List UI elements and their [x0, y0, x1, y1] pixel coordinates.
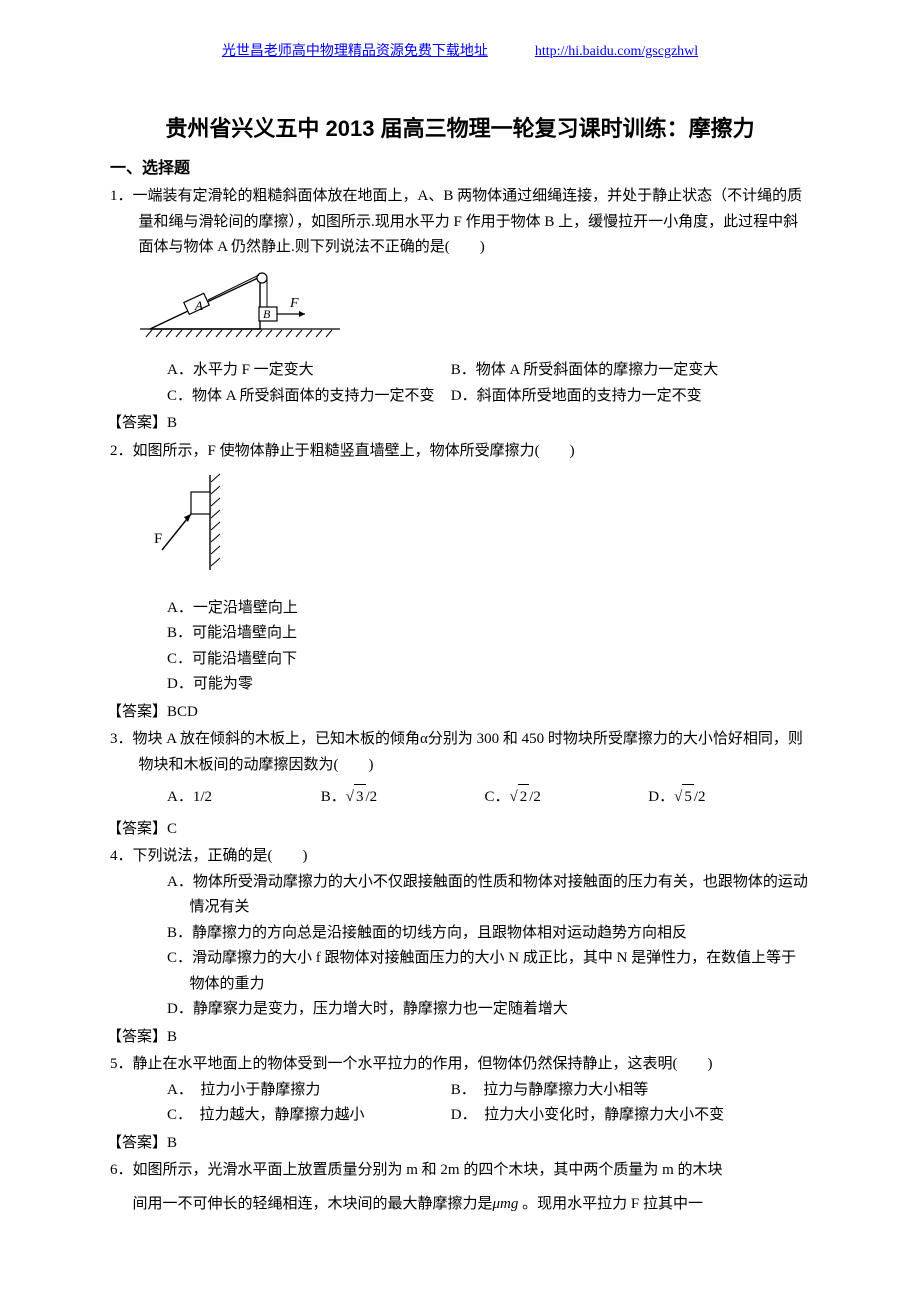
question-4: 4．下列说法，正确的是( ) A．物体所受滑动摩擦力的大小不仅跟接触面的性质和物… [110, 844, 810, 1023]
q4-optB: B．静摩擦力的方向总是沿接触面的切线方向，且跟物体相对运动趋势方向相反 [110, 921, 810, 947]
q1-optC: C．物体 A 所受斜面体的支持力一定不变 [167, 384, 447, 410]
q1-options-row2: C．物体 A 所受斜面体的支持力一定不变 D．斜面体所受地面的支持力一定不变 [110, 384, 810, 410]
q3-optC: C．√2/2 [485, 784, 645, 811]
header-link-1[interactable]: 光世昌老师高中物理精品资源免费下载地址 [222, 44, 488, 59]
q5-optD: D． 拉力大小变化时，静摩擦力大小不变 [451, 1103, 724, 1129]
q1-optA: A．水平力 F 一定变大 [167, 358, 447, 384]
q3-optB: B．√3/2 [321, 784, 481, 811]
question-2: 2．如图所示，F 使物体静止于粗糙竖直墙壁上，物体所受摩擦力( ) F A． [110, 439, 810, 698]
q1-options-row1: A．水平力 F 一定变大 B．物体 A 所受斜面体的摩擦力一定变大 [110, 358, 810, 384]
q2-diagram: F [140, 470, 810, 590]
q5-optC: C． 拉力越大，静摩擦力越小 [167, 1103, 447, 1129]
q5-answer: 【答案】B [107, 1131, 810, 1157]
q4-answer: 【答案】B [107, 1025, 810, 1051]
question-1: 1．一端装有定滑轮的粗糙斜面体放在地面上，A、B 两物体通过细绳连接，并处于静止… [110, 184, 810, 409]
question-3: 3．物块 A 放在倾斜的木板上，已知木板的倾角α分别为 300 和 450 时物… [110, 727, 810, 811]
q3-optA: A．1/2 [167, 785, 317, 811]
header-links: 光世昌老师高中物理精品资源免费下载地址 http://hi.baidu.com/… [110, 40, 810, 64]
q6-stem-p1: 6．如图所示，光滑水平面上放置质量分别为 m 和 2m 的四个木块，其中两个质量… [110, 1158, 810, 1184]
q5-stem: 5．静止在水平地面上的物体受到一个水平拉力的作用，但物体仍然保持静止，这表明( … [110, 1052, 810, 1078]
q1-diagram: A B F [140, 267, 810, 353]
q4-optC: C．滑动摩擦力的大小 f 跟物体对接触面压力的大小 N 成正比，其中 N 是弹性… [110, 946, 810, 997]
q2-optD: D．可能为零 [110, 672, 810, 698]
q1-answer: 【答案】B [107, 411, 810, 437]
question-6: 6．如图所示，光滑水平面上放置质量分别为 m 和 2m 的四个木块，其中两个质量… [110, 1158, 810, 1217]
q3-stem: 3．物块 A 放在倾斜的木板上，已知木板的倾角α分别为 300 和 450 时物… [110, 727, 810, 778]
q6-stem-p2: 6．间用一不可伸长的轻绳相连，木块间的最大静摩擦力是μmg 。现用水平拉力 F … [110, 1192, 810, 1218]
q2-stem: 2．如图所示，F 使物体静止于粗糙竖直墙壁上，物体所受摩擦力( ) [110, 439, 810, 465]
q1-stem: 1．一端装有定滑轮的粗糙斜面体放在地面上，A、B 两物体通过细绳连接，并处于静止… [110, 184, 810, 261]
q3-options: A．1/2 B．√3/2 C．√2/2 D．√5/2 [110, 784, 810, 811]
q4-stem: 4．下列说法，正确的是( ) [110, 844, 810, 870]
q3-answer: 【答案】C [107, 817, 810, 843]
question-5: 5．静止在水平地面上的物体受到一个水平拉力的作用，但物体仍然保持静止，这表明( … [110, 1052, 810, 1129]
section-heading: 一、选择题 [110, 155, 810, 182]
page-title: 贵州省兴义五中 2013 届高三物理一轮复习课时训练：摩擦力 [110, 110, 810, 147]
q5-optA: A． 拉力小于静摩擦力 [167, 1078, 447, 1104]
q1-labelA: A [194, 298, 203, 313]
q5-optB: B． 拉力与静摩擦力大小相等 [451, 1078, 649, 1104]
q1-optD: D．斜面体所受地面的支持力一定不变 [451, 384, 702, 410]
q5-options-row1: A． 拉力小于静摩擦力 B． 拉力与静摩擦力大小相等 [110, 1078, 810, 1104]
q2-optA: A．一定沿墙壁向上 [110, 596, 810, 622]
q1-labelB: B [263, 307, 271, 321]
q2-optC: C．可能沿墙壁向下 [110, 647, 810, 673]
q1-optB: B．物体 A 所受斜面体的摩擦力一定变大 [451, 358, 719, 384]
header-link-2[interactable]: http://hi.baidu.com/gscgzhwl [535, 44, 698, 59]
q2-labelF: F [154, 531, 162, 547]
q1-labelF: F [289, 296, 299, 311]
q5-options-row2: C． 拉力越大，静摩擦力越小 D． 拉力大小变化时，静摩擦力大小不变 [110, 1103, 810, 1129]
q4-optA: A．物体所受滑动摩擦力的大小不仅跟接触面的性质和物体对接触面的压力有关，也跟物体… [110, 870, 810, 921]
q3-optD: D．√5/2 [648, 784, 705, 811]
q2-answer: 【答案】BCD [107, 700, 810, 726]
q2-optB: B．可能沿墙壁向上 [110, 621, 810, 647]
q4-optD: D．静摩察力是变力，压力增大时，静摩擦力也一定随着增大 [110, 997, 810, 1023]
